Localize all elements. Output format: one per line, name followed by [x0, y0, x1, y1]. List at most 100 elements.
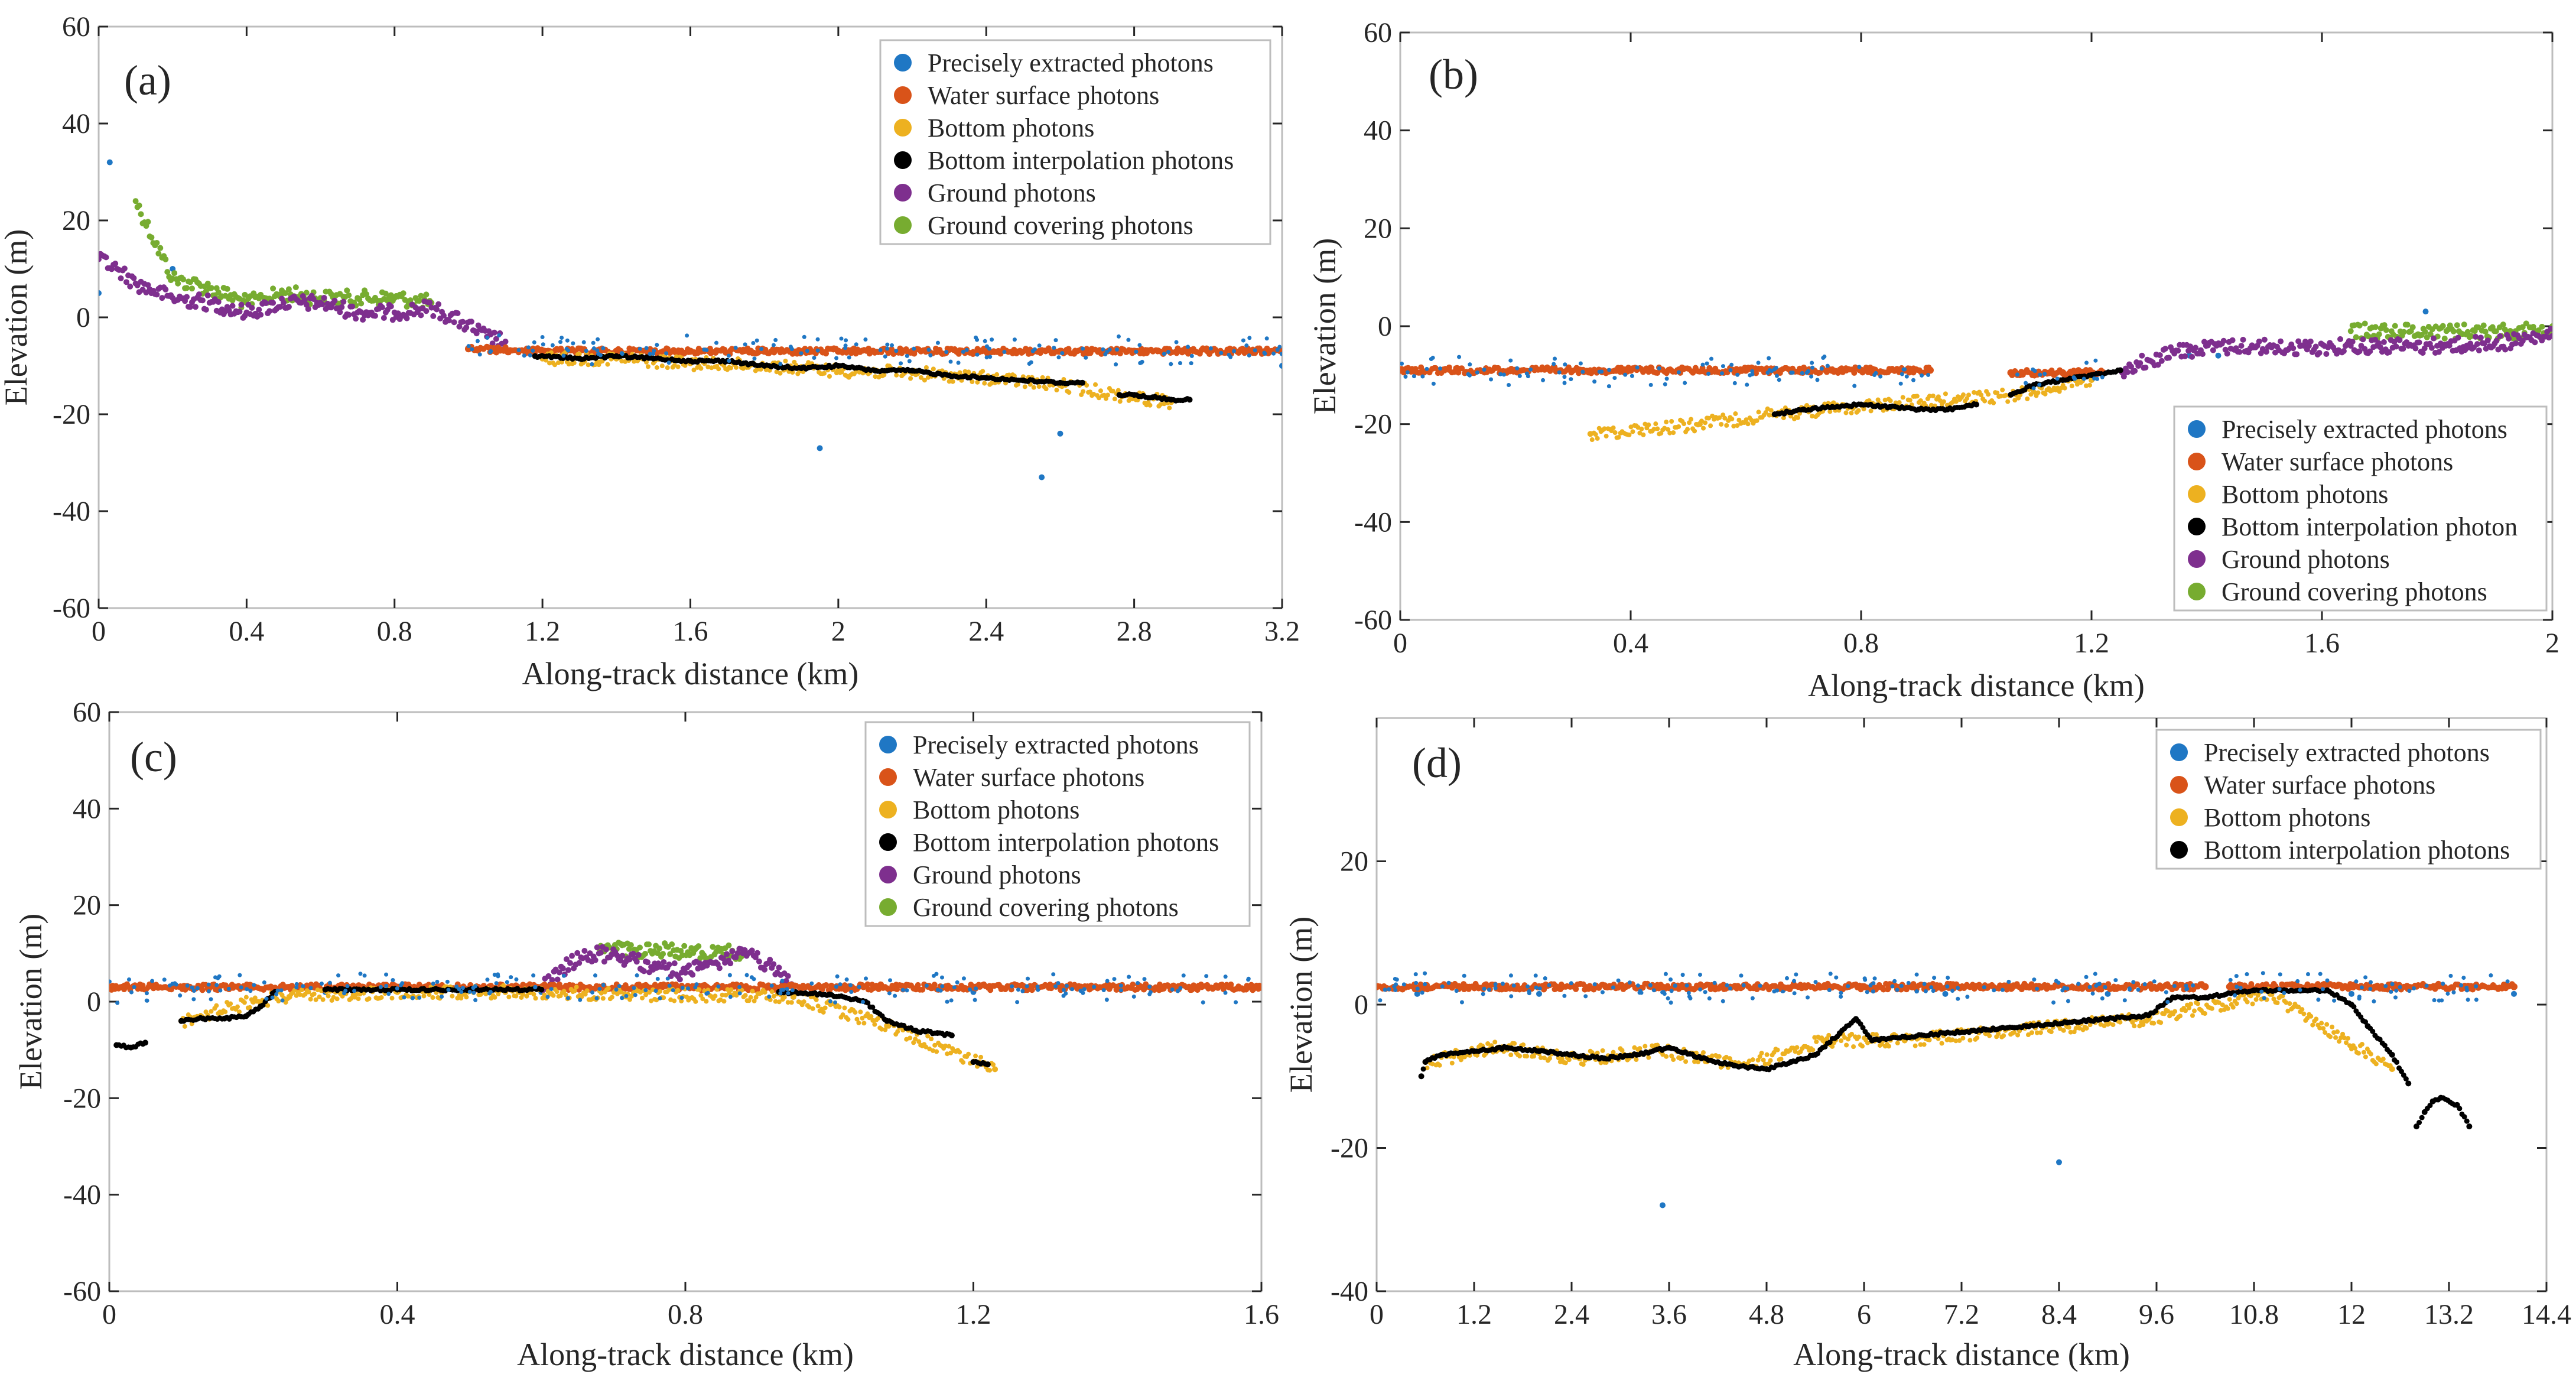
- photon: [1227, 352, 1231, 357]
- photon: [1809, 374, 1814, 379]
- photon: [217, 974, 222, 979]
- photon: [642, 950, 648, 957]
- photon: [2199, 351, 2206, 358]
- photon: [1930, 393, 1936, 398]
- photon: [1849, 410, 1854, 415]
- photon: [758, 366, 763, 372]
- photon: [650, 966, 656, 973]
- photon: [654, 365, 659, 370]
- legend-marker-ground: [894, 184, 912, 202]
- photon: [1563, 362, 1567, 367]
- photon: [103, 254, 109, 261]
- photon: [1528, 367, 1533, 372]
- photon: [854, 1016, 860, 1022]
- photon: [835, 974, 840, 979]
- photon: [123, 279, 129, 285]
- photon: [644, 346, 649, 350]
- photon: [265, 1003, 271, 1008]
- photon: [228, 1001, 233, 1006]
- x-tick-label: 2.4: [968, 616, 1004, 647]
- photon: [593, 973, 598, 978]
- photon: [416, 298, 422, 304]
- photon: [310, 295, 317, 302]
- photon: [1857, 365, 1862, 369]
- photon: [983, 1061, 988, 1067]
- photon: [2003, 392, 2009, 398]
- photon: [964, 347, 969, 352]
- photon: [679, 995, 684, 1000]
- photon: [1015, 382, 1020, 387]
- x-tick-label: 4.8: [1749, 1299, 1784, 1330]
- photon: [1026, 976, 1030, 981]
- x-tick-label: 2.8: [1117, 616, 1152, 647]
- photon: [402, 995, 406, 1000]
- photon: [571, 360, 577, 366]
- photon: [223, 1009, 228, 1015]
- photon: [1082, 987, 1087, 992]
- photon: [1646, 422, 1651, 427]
- photon: [2467, 340, 2474, 347]
- photon: [2450, 328, 2457, 334]
- photon: [1685, 427, 1690, 432]
- photon: [1611, 425, 1616, 431]
- photon: [1162, 352, 1166, 356]
- photon: [1147, 985, 1152, 989]
- photon: [783, 978, 789, 985]
- photon: [1223, 974, 1228, 979]
- photon: [904, 1037, 909, 1042]
- x-axis-title: Along-track distance (km): [1793, 1337, 2130, 1372]
- photon: [948, 1050, 954, 1055]
- photon: [665, 976, 670, 981]
- photon: [1819, 366, 1824, 371]
- photon: [778, 362, 783, 366]
- photon: [1400, 361, 1404, 366]
- photon: [584, 988, 590, 993]
- photon: [1881, 408, 1886, 413]
- photon: [815, 348, 820, 353]
- photon: [463, 324, 470, 331]
- photon: [1232, 349, 1237, 353]
- photon: [175, 280, 181, 287]
- legend-label-cover: Ground covering photons: [2222, 577, 2487, 606]
- photon: [379, 995, 384, 1000]
- photon: [270, 285, 277, 292]
- photon: [285, 286, 292, 293]
- photon: [724, 951, 730, 957]
- photon: [301, 984, 305, 989]
- photon: [666, 360, 671, 365]
- photon: [1253, 348, 1257, 353]
- photon: [722, 359, 728, 365]
- photon: [477, 352, 482, 357]
- photon: [275, 988, 280, 993]
- data-point: [2105, 990, 2111, 997]
- photon: [943, 1043, 948, 1048]
- photon: [313, 997, 318, 1002]
- photon: [566, 348, 571, 353]
- photon: [2376, 331, 2382, 337]
- photon: [682, 363, 688, 368]
- photon: [1482, 367, 1487, 372]
- photon: [833, 1000, 838, 1005]
- photon: [454, 310, 461, 316]
- photon: [2295, 338, 2302, 345]
- photon: [1223, 990, 1228, 995]
- photon: [1081, 346, 1085, 351]
- data-point: [2349, 990, 2354, 997]
- legend-label-bottom: Bottom photons: [2222, 480, 2388, 509]
- photon: [1767, 412, 1772, 418]
- photon: [1066, 390, 1072, 395]
- photon: [521, 992, 526, 997]
- photon: [1851, 369, 1858, 376]
- photon: [1105, 979, 1110, 983]
- photon: [2220, 337, 2227, 344]
- photon: [1708, 423, 1713, 428]
- photon: [854, 342, 858, 347]
- photon: [1181, 973, 1186, 978]
- photon: [445, 317, 452, 324]
- data-point: [1536, 990, 1542, 997]
- photon: [838, 982, 843, 987]
- photon: [865, 1000, 871, 1006]
- photon: [343, 989, 348, 993]
- photon: [554, 989, 560, 995]
